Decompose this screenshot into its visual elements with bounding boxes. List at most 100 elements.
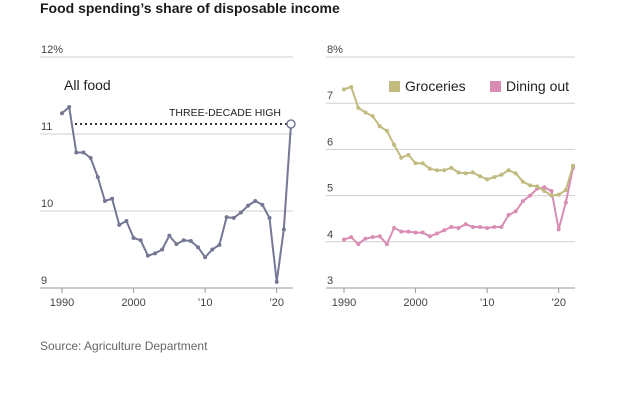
x-tick-label: ’10: [198, 297, 213, 309]
dining-out-point: [356, 242, 361, 247]
all-food-point: [67, 105, 72, 110]
dining-out-point: [363, 236, 368, 241]
dining-out-point: [342, 237, 346, 242]
y-tick-label: 6: [327, 136, 333, 148]
groceries-point: [506, 168, 511, 173]
legend-label-groceries: Groceries: [405, 78, 466, 94]
y-tick-label: 8%: [327, 44, 343, 56]
y-tick-label: 10: [41, 198, 53, 210]
dining-out-point: [349, 235, 354, 240]
dining-out-point: [370, 235, 375, 240]
groceries-point: [556, 192, 561, 197]
dining-out-line: [343, 167, 574, 246]
series-label-all-food: All food: [64, 77, 111, 93]
legend-label-dining-out: Dining out: [506, 78, 569, 94]
y-tick-label: 7: [327, 90, 333, 102]
groceries-point: [571, 163, 575, 168]
dining-out-point: [506, 213, 511, 218]
dining-out-point: [420, 230, 425, 235]
dining-out-point: [528, 193, 533, 198]
groceries-point: [477, 174, 482, 179]
dining-out-point: [435, 231, 440, 236]
all-food-point: [274, 279, 279, 284]
groceries-point: [470, 170, 475, 175]
dining-out-point: [520, 199, 525, 204]
x-tick-label: 1990: [50, 297, 74, 309]
groceries-point: [563, 188, 568, 193]
dining-out-point: [377, 234, 382, 239]
all-food-point: [160, 247, 165, 252]
groceries-point: [342, 87, 346, 92]
dining-out-point: [477, 225, 482, 230]
all-food-point: [60, 111, 64, 116]
source-note: Source: Agriculture Department: [40, 339, 208, 353]
x-tick-label: 1990: [332, 297, 356, 309]
groceries-point: [528, 183, 533, 188]
groceries-point: [513, 171, 518, 176]
all-food-point: [74, 150, 79, 155]
dining-out-point: [392, 225, 397, 230]
legend-swatch-groceries: [389, 81, 400, 92]
all-food-point: [167, 233, 172, 238]
dining-out-point: [549, 188, 554, 193]
dining-out-point: [399, 229, 404, 234]
groceries-point: [456, 170, 461, 175]
groceries-point: [384, 128, 389, 133]
y-tick-label: 9: [41, 275, 47, 287]
legend-swatch-dining-out: [490, 81, 501, 92]
groceries-dining-panel: 3 4 5 6 7 8% 1990 2000 ’10 ’20 Groceries Dining out: [326, 44, 575, 309]
all-food-point: [238, 210, 243, 215]
dining-out-point: [442, 228, 447, 233]
groceries-point: [442, 168, 447, 173]
all-food-point: [138, 238, 143, 243]
groceries-point: [377, 124, 382, 129]
all-food-point: [181, 238, 186, 243]
all-food-point: [81, 150, 86, 155]
dining-out-point: [563, 200, 568, 205]
groceries-point: [427, 166, 432, 171]
groceries-point: [542, 188, 547, 193]
groceries-point: [463, 171, 468, 176]
groceries-point: [356, 105, 361, 110]
all-food-point: [102, 198, 107, 203]
dining-out-point: [542, 185, 547, 190]
all-food-point: [131, 235, 136, 240]
groceries-point: [499, 172, 504, 177]
all-food-point: [174, 242, 179, 247]
all-food-point: [246, 203, 251, 208]
y-tick-label: 4: [327, 229, 333, 241]
x-tick-label: ’10: [480, 297, 495, 309]
all-food-point: [88, 155, 93, 160]
dining-out-point: [492, 225, 497, 230]
all-food-point: [145, 253, 150, 258]
groceries-point: [535, 184, 540, 189]
x-tick-label: ’20: [551, 297, 566, 309]
dining-out-point: [499, 225, 504, 230]
dining-out-point: [513, 209, 518, 214]
all-food-point: [203, 255, 208, 260]
dining-out-point: [413, 230, 418, 235]
all-food-point: [188, 239, 193, 244]
all-food-point: [281, 227, 286, 232]
dining-out-point: [384, 242, 389, 247]
groceries-point: [349, 85, 354, 90]
groceries-point: [485, 177, 490, 182]
groceries-point: [449, 165, 454, 170]
groceries-point: [406, 152, 411, 157]
groceries-point: [370, 114, 375, 119]
all-food-point-latest: [286, 119, 296, 129]
dining-out-point: [449, 225, 454, 230]
all-food-point: [195, 245, 200, 250]
y-tick-label: 5: [327, 183, 333, 195]
all-food-point: [110, 196, 115, 201]
groceries-point: [549, 193, 554, 198]
all-food-point: [210, 247, 215, 252]
all-food-point: [153, 251, 158, 256]
y-tick-label: 12%: [41, 44, 63, 56]
chart-title: Food spending’s share of disposable inco…: [40, 0, 340, 16]
all-food-point: [224, 215, 229, 220]
groceries-point: [399, 155, 404, 160]
dining-out-point: [556, 227, 561, 232]
dining-out-point: [406, 229, 411, 234]
